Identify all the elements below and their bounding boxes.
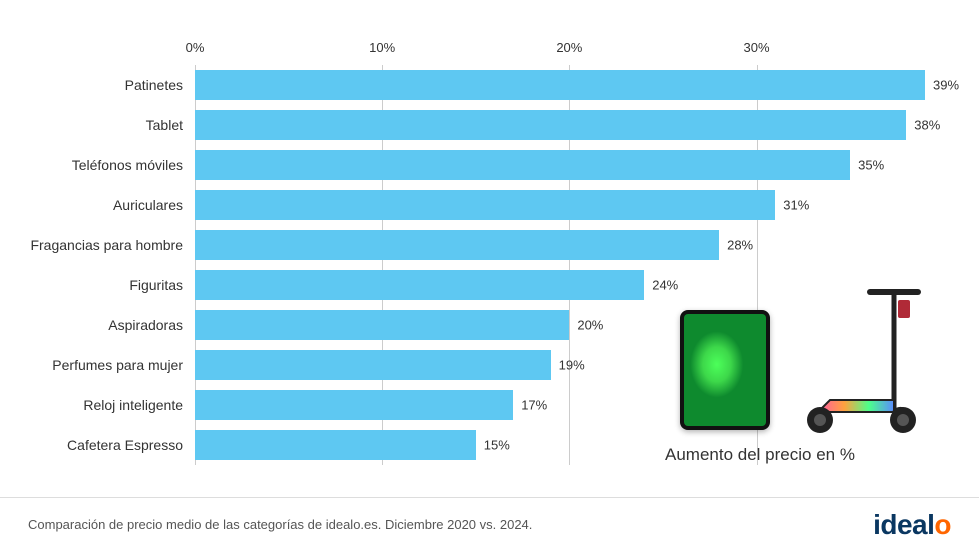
bar (195, 150, 850, 180)
x-axis-ticks: 0%10%20%30% (195, 40, 925, 60)
footer-caption: Comparación de precio medio de las categ… (28, 517, 532, 532)
bar (195, 230, 719, 260)
bar-value-label: 28% (727, 238, 753, 253)
bar-value-label: 19% (559, 358, 585, 373)
bar-row: Tablet38% (195, 105, 925, 145)
bar-value-label: 15% (484, 438, 510, 453)
x-tick: 10% (369, 40, 395, 55)
bar (195, 430, 476, 460)
legend-label: Aumento del precio en % (665, 445, 855, 465)
idealo-logo: idealo (873, 509, 951, 541)
bar-value-label: 38% (914, 118, 940, 133)
bar-category-label: Tablet (146, 117, 183, 133)
bar (195, 110, 906, 140)
logo-text-accent: o (934, 509, 951, 541)
bar-row: Auriculares31% (195, 185, 925, 225)
bar-row: Teléfonos móviles35% (195, 145, 925, 185)
bar-category-label: Auriculares (113, 197, 183, 213)
bar-category-label: Fragancias para hombre (30, 237, 183, 253)
logo-text-main: ideal (873, 509, 934, 541)
x-tick: 0% (186, 40, 205, 55)
bar-category-label: Aspiradoras (108, 317, 183, 333)
bar-category-label: Teléfonos móviles (72, 157, 183, 173)
bar-value-label: 39% (933, 78, 959, 93)
scooter-icon (800, 280, 930, 440)
bar-category-label: Reloj inteligente (83, 397, 183, 413)
bar-row: Fragancias para hombre28% (195, 225, 925, 265)
x-tick: 30% (744, 40, 770, 55)
bar-value-label: 31% (783, 198, 809, 213)
x-tick: 20% (556, 40, 582, 55)
bar (195, 310, 569, 340)
bar (195, 70, 925, 100)
bar-category-label: Patinetes (125, 77, 183, 93)
bar (195, 350, 551, 380)
bar (195, 270, 644, 300)
bar (195, 390, 513, 420)
bar-value-label: 20% (577, 318, 603, 333)
tablet-icon (680, 310, 770, 430)
bar-category-label: Perfumes para mujer (52, 357, 183, 373)
bar-category-label: Figuritas (129, 277, 183, 293)
bar-value-label: 35% (858, 158, 884, 173)
bar-category-label: Cafetera Espresso (67, 437, 183, 453)
footer: Comparación de precio medio de las categ… (0, 497, 979, 551)
bar-value-label: 17% (521, 398, 547, 413)
bar-row: Patinetes39% (195, 65, 925, 105)
bar (195, 190, 775, 220)
tablet-screen (684, 314, 766, 426)
